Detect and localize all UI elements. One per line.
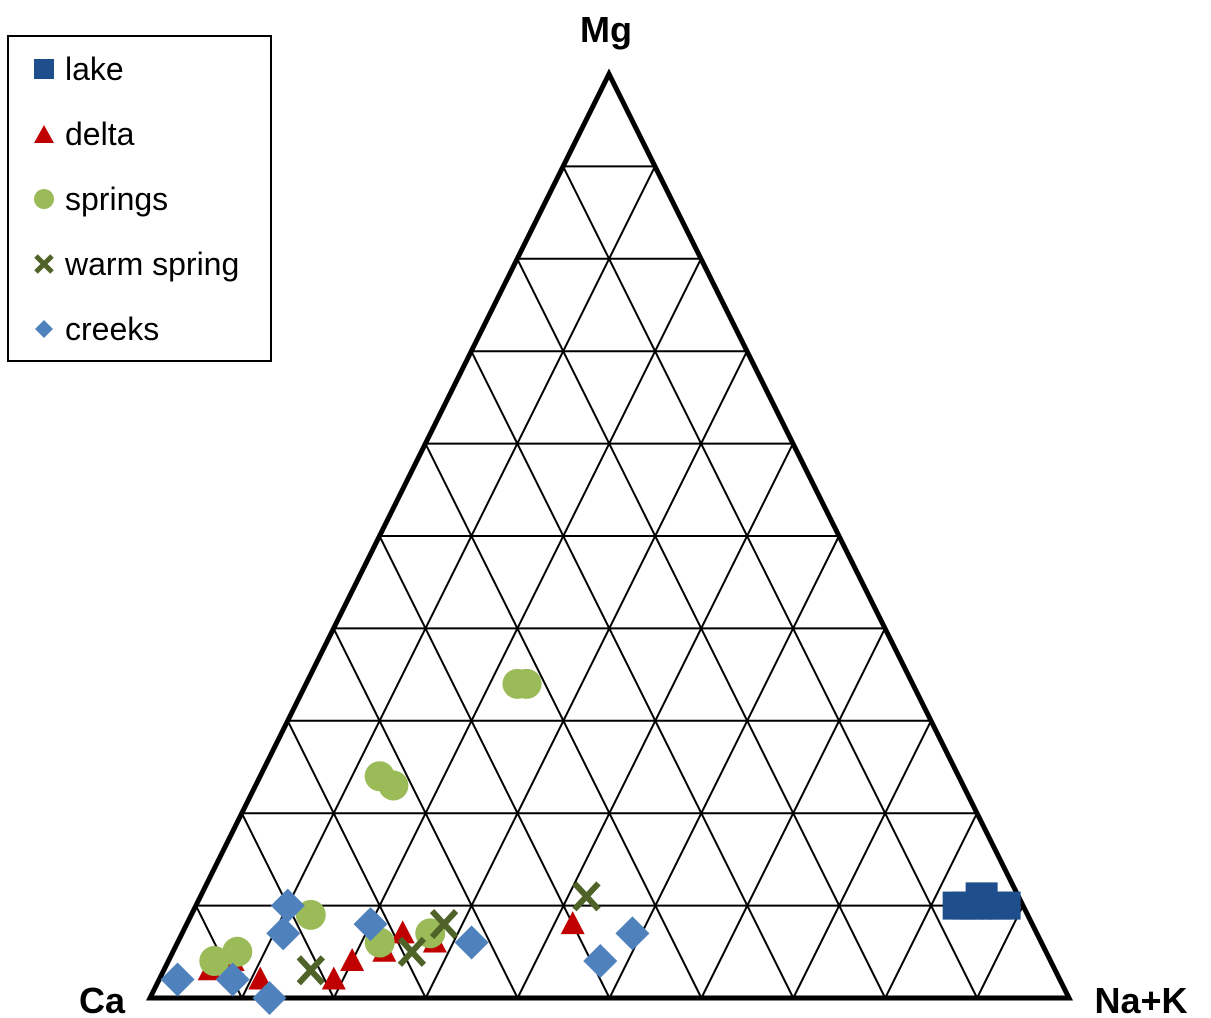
data-point-warm-spring (429, 909, 459, 940)
legend: lake delta springs warm spring creeks (7, 35, 272, 362)
data-point-creeks (353, 907, 388, 942)
data-point-delta (248, 966, 273, 990)
data-point-springs (295, 899, 326, 930)
data-point-delta (340, 948, 365, 972)
data-point-creeks (454, 925, 489, 960)
data-point-warm-spring (397, 936, 427, 967)
data-point-springs (222, 936, 253, 967)
grid-line (241, 165, 656, 999)
grid-lines (195, 165, 1024, 999)
vertex-label-top: Mg (580, 9, 632, 50)
data-point-delta (321, 966, 346, 990)
data-point-delta (560, 911, 585, 935)
legend-label: delta (65, 115, 135, 152)
triangle-marker-icon (31, 121, 57, 147)
triangle-outline (145, 68, 1074, 1001)
grid-line (700, 627, 886, 999)
circle-marker-icon (31, 186, 57, 212)
legend-label: springs (65, 180, 169, 217)
data-point-warm-spring (572, 881, 601, 912)
legend-label: creeks (65, 310, 160, 347)
vertex-label-right: Na+K (1094, 980, 1187, 1018)
legend-label: warm spring (65, 245, 240, 282)
legend-item-delta: delta (31, 114, 134, 154)
grid-line (608, 535, 840, 999)
grid-line (562, 165, 978, 999)
grid-line (976, 905, 1024, 999)
data-point-creeks (583, 944, 618, 979)
grid-line (470, 350, 795, 999)
legend-item-creeks: creeks (31, 309, 159, 349)
legend-item-warm-spring: warm spring (31, 244, 239, 284)
grid-line (332, 627, 519, 999)
data-point-creeks (270, 888, 305, 923)
data-point-warm-spring (296, 955, 326, 986)
data-point-creeks (252, 981, 287, 1015)
data-point-springs (378, 770, 409, 801)
square-marker-icon (31, 56, 57, 82)
data-point-creeks (266, 916, 301, 951)
data-point-lake (988, 891, 1021, 920)
data-point-springs (511, 668, 542, 699)
grid-line (424, 350, 748, 999)
data-point-creeks (215, 962, 250, 997)
grid-line (286, 720, 427, 999)
diamond-marker-icon (31, 316, 57, 342)
x-marker-icon (31, 251, 57, 277)
legend-item-springs: springs (31, 179, 168, 219)
legend-label: lake (65, 50, 124, 87)
data-point-springs (199, 946, 230, 977)
data-points (160, 668, 1021, 1015)
data-point-creeks (160, 962, 195, 997)
data-point-creeks (615, 916, 650, 951)
grid-line (792, 720, 932, 999)
data-point-delta (390, 920, 415, 944)
grid-line (884, 812, 978, 999)
vertex-label-left: Ca (79, 980, 126, 1018)
legend-item-lake: lake (31, 49, 124, 89)
